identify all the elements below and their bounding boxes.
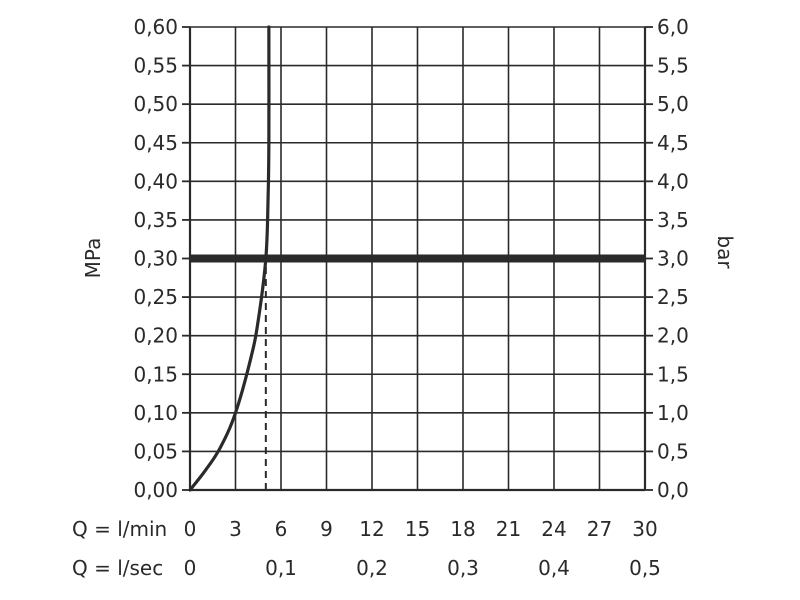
x-lmin-tick-label: 12 — [359, 517, 384, 541]
y-right-tick-label: 1,5 — [657, 362, 689, 386]
x-lsec-tick-label: 0 — [184, 556, 197, 580]
y-right-tick-label: 0,5 — [657, 439, 689, 463]
y-right-tick-label: 4,0 — [657, 169, 689, 193]
y-right-tick-label: 3,0 — [657, 247, 689, 271]
x-lsec-tick-label: 0,4 — [538, 556, 570, 580]
y-right-tick-label: 0,0 — [657, 478, 689, 502]
y-right-tick-label: 2,5 — [657, 285, 689, 309]
y-left-tick-label: 0,20 — [133, 324, 178, 348]
axis-labels: 0,000,050,100,150,200,250,300,350,400,45… — [72, 15, 689, 580]
y-right-tick-label: 4,5 — [657, 131, 689, 155]
y-right-axis-title: bar — [713, 235, 737, 269]
x-lsec-tick-label: 0,1 — [265, 556, 297, 580]
y-right-tick-label: 5,0 — [657, 92, 689, 116]
x-lsec-tick-label: 0,2 — [356, 556, 388, 580]
y-left-tick-label: 0,55 — [133, 54, 178, 78]
x-lmin-tick-label: 15 — [405, 517, 430, 541]
x-lmin-axis-title: Q = l/min — [72, 517, 167, 541]
y-right-tick-label: 6,0 — [657, 15, 689, 39]
y-left-tick-label: 0,35 — [133, 208, 178, 232]
y-right-tick-label: 3,5 — [657, 208, 689, 232]
y-right-tick-label: 5,5 — [657, 54, 689, 78]
y-left-tick-label: 0,25 — [133, 285, 178, 309]
x-lmin-tick-label: 9 — [320, 517, 333, 541]
y-left-tick-label: 0,40 — [133, 169, 178, 193]
y-right-tick-label: 1,0 — [657, 401, 689, 425]
y-left-tick-label: 0,15 — [133, 362, 178, 386]
flow-curve — [188, 25, 271, 492]
y-left-tick-label: 0,00 — [133, 478, 178, 502]
x-lmin-tick-label: 6 — [275, 517, 288, 541]
x-lmin-tick-label: 0 — [184, 517, 197, 541]
y-left-tick-label: 0,05 — [133, 439, 178, 463]
x-lmin-tick-label: 27 — [587, 517, 612, 541]
y-left-tick-label: 0,60 — [133, 15, 178, 39]
x-lsec-tick-label: 0,3 — [447, 556, 479, 580]
y-left-tick-label: 0,50 — [133, 92, 178, 116]
y-left-tick-label: 0,10 — [133, 401, 178, 425]
x-lmin-tick-label: 24 — [541, 517, 566, 541]
y-left-tick-label: 0,30 — [133, 247, 178, 271]
x-lsec-axis-title: Q = l/sec — [72, 556, 163, 580]
x-lmin-tick-label: 30 — [632, 517, 657, 541]
y-right-tick-label: 2,0 — [657, 324, 689, 348]
x-lsec-tick-label: 0,5 — [629, 556, 661, 580]
x-lmin-tick-label: 3 — [229, 517, 242, 541]
x-lmin-tick-label: 21 — [496, 517, 521, 541]
y-left-tick-label: 0,45 — [133, 131, 178, 155]
y-left-axis-title: MPa — [81, 238, 105, 279]
x-lmin-tick-label: 18 — [450, 517, 475, 541]
